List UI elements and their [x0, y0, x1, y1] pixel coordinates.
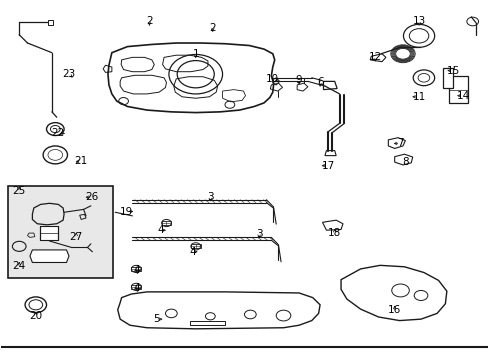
- Text: 24: 24: [13, 261, 26, 271]
- Text: 23: 23: [62, 69, 76, 79]
- Text: 9: 9: [295, 75, 302, 85]
- Polygon shape: [323, 81, 336, 90]
- Text: 13: 13: [411, 17, 425, 27]
- Text: 26: 26: [85, 192, 99, 202]
- Text: 27: 27: [69, 232, 83, 242]
- Text: 18: 18: [327, 228, 341, 238]
- Text: 1: 1: [192, 49, 199, 59]
- Text: 5: 5: [153, 314, 160, 324]
- Text: 21: 21: [74, 156, 87, 166]
- Text: 11: 11: [411, 92, 425, 102]
- Text: 4: 4: [157, 225, 163, 235]
- Text: 17: 17: [321, 161, 334, 171]
- Text: 25: 25: [13, 186, 26, 196]
- Text: 2: 2: [146, 17, 152, 27]
- Text: 4: 4: [134, 283, 140, 293]
- Polygon shape: [369, 54, 385, 62]
- Text: 7: 7: [396, 139, 403, 148]
- Bar: [443, 68, 452, 88]
- Polygon shape: [40, 226, 58, 240]
- Polygon shape: [131, 267, 141, 271]
- Text: 22: 22: [52, 129, 65, 138]
- Polygon shape: [30, 250, 69, 262]
- Bar: [448, 76, 467, 103]
- Text: 3: 3: [255, 229, 262, 239]
- Text: 15: 15: [446, 66, 459, 76]
- Text: 10: 10: [265, 74, 279, 84]
- Polygon shape: [190, 244, 200, 248]
- Text: 14: 14: [455, 91, 468, 101]
- Text: 4: 4: [189, 247, 195, 257]
- Text: 2: 2: [209, 23, 216, 33]
- Bar: [8, 186, 113, 278]
- Bar: [189, 320, 224, 325]
- Text: 3: 3: [206, 192, 213, 202]
- Text: 20: 20: [29, 311, 42, 321]
- Text: 6: 6: [316, 77, 323, 87]
- Text: 12: 12: [368, 52, 381, 62]
- Polygon shape: [322, 220, 342, 230]
- Polygon shape: [131, 285, 141, 289]
- Polygon shape: [161, 221, 171, 225]
- Polygon shape: [325, 150, 335, 156]
- Text: 4: 4: [134, 265, 140, 275]
- Text: 8: 8: [401, 157, 408, 167]
- Text: 19: 19: [120, 207, 133, 217]
- Text: 16: 16: [387, 305, 401, 315]
